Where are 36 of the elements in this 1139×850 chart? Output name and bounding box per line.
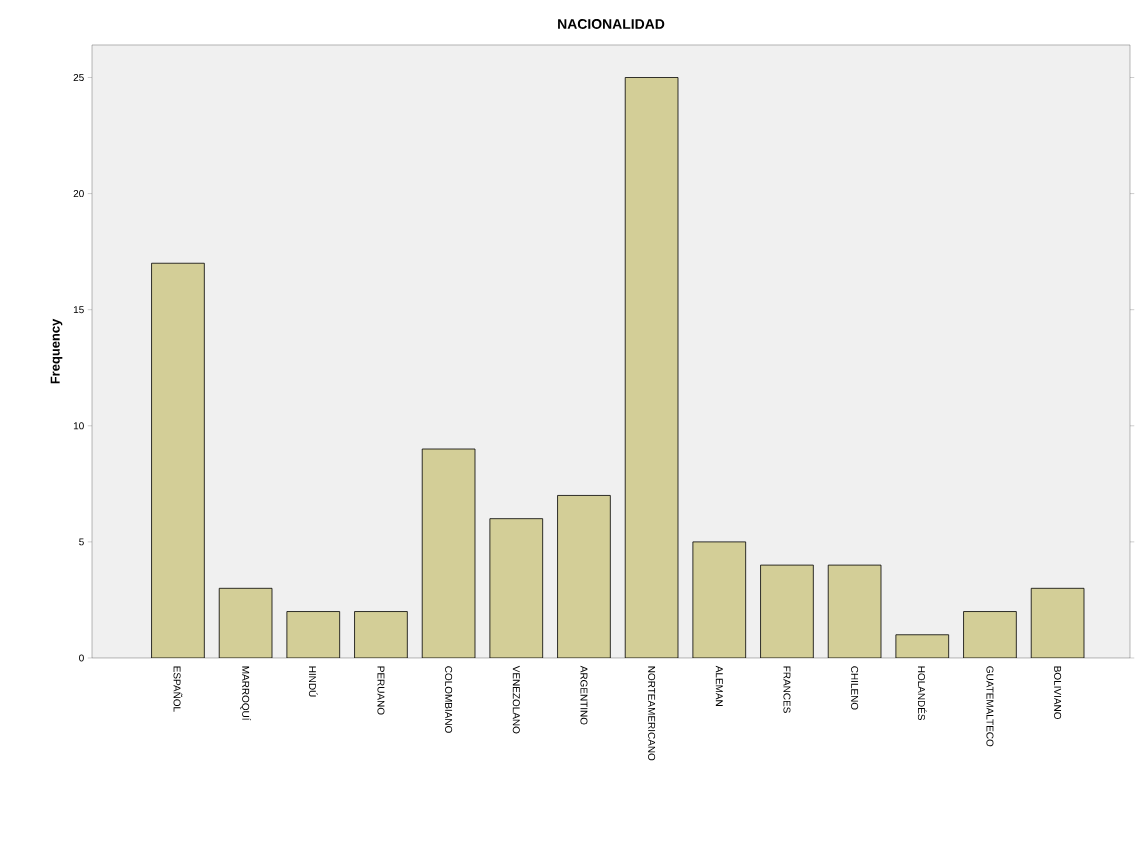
bar [828,565,881,658]
y-tick-label: 25 [73,73,84,82]
x-tick-label: FRANCES [783,666,791,713]
bar [489,518,543,658]
bar [1030,587,1085,658]
y-tick-label: 15 [73,306,84,314]
bar [692,541,746,658]
y-tick-label: 20 [73,190,84,198]
bar [895,634,949,658]
x-tick-label: CHILENO [851,666,859,710]
x-tick-label: MARROQUÍ [240,666,251,721]
bar [286,611,340,658]
y-tick-label: 5 [79,538,84,546]
x-tick-label: ESPAÑOL [173,666,183,712]
bar [557,495,611,658]
bar [151,263,205,658]
bar [760,565,814,658]
y-axis-title: Frequency [50,318,63,384]
chart-title: NACIONALIDAD [558,19,665,29]
x-tick-label: PERUANO [377,666,385,715]
x-tick-label: HINDÚ [308,666,318,697]
x-tick-label: BOLIVIANO [1054,666,1062,719]
y-tick-label: 0 [79,654,84,662]
x-tick-label: COLOMBIANO [445,666,453,733]
bar [625,77,678,658]
bar [219,588,272,658]
x-tick-label: HOLANDÉS [917,666,927,721]
x-tick-label: NORTEAMERICANO [648,666,656,761]
bar [422,449,475,658]
x-tick-label: ALEMAN [715,665,723,706]
y-tick-label: 10 [73,422,84,430]
x-tick-label: GUATEMALTECO [986,666,994,747]
x-tick-label: VENEZOLANO [512,665,520,734]
x-tick-label: ARGENTINO [580,665,588,725]
bar [963,611,1017,658]
bar [354,611,408,658]
